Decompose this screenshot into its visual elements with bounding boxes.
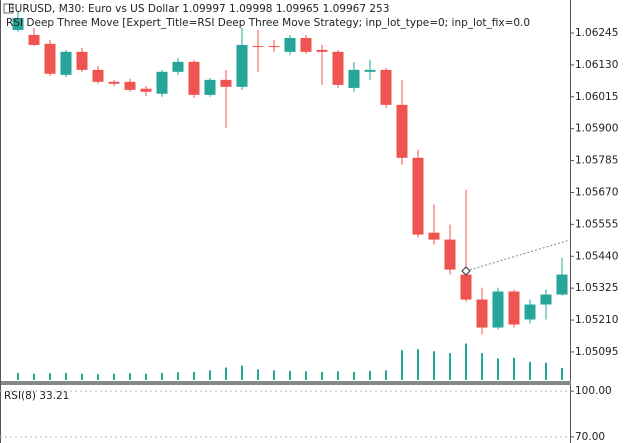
volume-bar <box>209 370 211 380</box>
candle-body <box>172 61 184 72</box>
volume-bar <box>305 371 307 380</box>
marks <box>12 11 568 380</box>
volume-bar <box>561 367 563 380</box>
y-tick-label: 1.05440 <box>575 250 618 262</box>
y-tick-label: 1.05555 <box>575 218 618 230</box>
candle-body <box>252 46 264 48</box>
candle-body <box>220 79 232 87</box>
candle-body <box>284 37 296 52</box>
y-tick-label: 1.06015 <box>575 91 618 103</box>
y-tick-label: 1.05900 <box>575 123 618 135</box>
volume-bar <box>449 353 451 380</box>
candle-body <box>92 69 104 82</box>
candle-body <box>444 239 456 270</box>
candle-body <box>492 291 504 328</box>
volume-bar <box>97 374 99 380</box>
volume-bar <box>401 350 403 380</box>
volume-bar <box>369 370 371 380</box>
y-tick-label: 1.05785 <box>575 155 618 167</box>
expert-icon <box>3 3 14 14</box>
candle-body <box>508 291 520 325</box>
volume-bar <box>321 371 323 380</box>
candle-body <box>348 69 360 88</box>
candle-body <box>476 299 488 328</box>
volume-bar <box>49 373 51 380</box>
candle-body <box>188 61 200 95</box>
y-tick-label: 1.05210 <box>575 314 618 326</box>
candle-body <box>236 44 248 87</box>
volume-bar <box>417 349 419 380</box>
volume-bar <box>257 369 259 380</box>
candle-body <box>28 34 40 45</box>
candle-body <box>268 46 280 48</box>
chart-title: EURUSD, M30: Euro vs US Dollar 1.09997 1… <box>8 3 389 15</box>
volume-bar <box>145 373 147 380</box>
volume-bar <box>385 370 387 380</box>
y-tick-label: 1.05325 <box>575 282 618 294</box>
volume-bar <box>481 353 483 380</box>
rsi-tick-label: 70.00 <box>575 431 605 443</box>
y-tick-label: 1.06130 <box>575 59 618 71</box>
candle-body <box>556 274 568 295</box>
volume-bar <box>17 372 19 380</box>
candle-body <box>108 81 120 84</box>
candle-body <box>12 18 24 30</box>
y-tick-label: 1.05670 <box>575 186 618 198</box>
volume-bar <box>129 373 131 380</box>
volume-bar <box>113 373 115 380</box>
candle-body <box>140 88 152 92</box>
candle-body <box>60 51 72 75</box>
candle-body <box>540 294 552 305</box>
panel-separator <box>0 381 571 385</box>
volume-bar <box>289 370 291 380</box>
trade-marker <box>461 266 471 276</box>
candle-body <box>364 69 376 72</box>
candle-body <box>156 71 168 94</box>
y-tick-label: 1.06245 <box>575 27 618 39</box>
volume-bar <box>545 362 547 380</box>
volume-bar <box>81 373 83 380</box>
y-tick-label: 1.05095 <box>575 346 618 358</box>
volume-bar <box>513 357 515 380</box>
rsi-title: RSI(8) 33.21 <box>4 390 69 402</box>
candle-body <box>396 104 408 158</box>
volume-bar <box>65 372 67 380</box>
candle-body <box>204 79 216 95</box>
volume-bar <box>177 372 179 380</box>
candle-body <box>300 37 312 52</box>
volume-bar <box>497 358 499 380</box>
volume-bar <box>33 373 35 380</box>
candle-body <box>380 69 392 105</box>
candle-body <box>412 157 424 235</box>
volume-bar <box>529 361 531 380</box>
volume-bar <box>433 351 435 380</box>
volume-bar <box>465 343 467 380</box>
volume-bar <box>161 372 163 380</box>
candle-body <box>332 51 344 85</box>
volume-bar <box>241 365 243 380</box>
candle-body <box>124 81 136 90</box>
volume-bar <box>225 367 227 380</box>
volume-bar <box>273 370 275 380</box>
candle-body <box>428 232 440 240</box>
candle-body <box>524 304 536 320</box>
volume-bar <box>353 371 355 380</box>
volume-bar <box>337 371 339 380</box>
candle-body <box>76 51 88 70</box>
candle-body <box>316 49 328 52</box>
candle-body <box>44 43 56 74</box>
chart-subtitle: RSI Deep Three Move [Expert_Title=RSI De… <box>6 17 530 29</box>
rsi-tick-label: 100.00 <box>575 385 612 397</box>
candle-body <box>460 274 472 300</box>
volume-bar <box>193 371 195 380</box>
